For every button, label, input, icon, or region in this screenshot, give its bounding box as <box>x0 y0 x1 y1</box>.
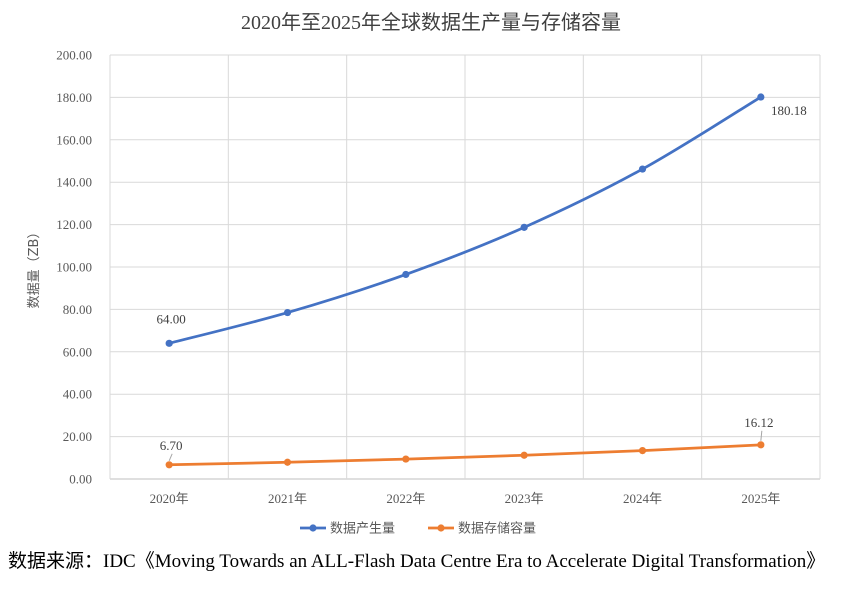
data-label: 64.00 <box>157 311 186 326</box>
source-note: 数据来源：IDC《Moving Towards an ALL-Flash Dat… <box>8 551 826 572</box>
series-1 <box>165 93 765 347</box>
data-point[interactable] <box>165 461 173 469</box>
data-point[interactable] <box>402 455 410 463</box>
y-axis-tick-labels: 0.00 20.00 40.00 60.00 80.00 100.00 120.00 140.… <box>56 48 92 487</box>
data-labels: 64.00 180.18 6.70 16.12 <box>157 103 807 461</box>
y-tick-label: 120.00 <box>56 217 92 232</box>
legend-swatch-marker <box>437 524 445 532</box>
data-point[interactable] <box>520 451 528 459</box>
legend-swatch-marker <box>309 524 317 532</box>
data-label: 16.12 <box>744 415 773 430</box>
y-tick-label: 180.00 <box>56 90 92 105</box>
legend-label: 数据产生量 <box>330 522 395 537</box>
data-point[interactable] <box>520 223 528 231</box>
y-tick-label: 140.00 <box>56 175 92 190</box>
x-tick-label: 2021年 <box>268 491 307 506</box>
x-axis-tick-labels: 2020年 2021年 2022年 2023年 2024年 2025年 <box>150 491 781 506</box>
series-line <box>167 443 763 467</box>
series-line <box>167 95 763 345</box>
data-label: 180.18 <box>771 103 807 118</box>
data-point[interactable] <box>165 339 173 347</box>
data-point[interactable] <box>757 93 765 101</box>
data-point[interactable] <box>757 441 765 449</box>
data-label: 6.70 <box>160 438 183 453</box>
legend-item-2[interactable]: 数据存储容量 <box>428 521 536 537</box>
y-tick-label: 20.00 <box>63 429 92 444</box>
y-tick-label: 80.00 <box>63 302 92 317</box>
x-tick-label: 2024年 <box>623 491 662 506</box>
data-point[interactable] <box>638 165 647 173</box>
x-tick-label: 2022年 <box>386 491 425 506</box>
series-layer <box>165 93 765 469</box>
y-tick-label: 40.00 <box>63 387 92 402</box>
y-tick-label: 100.00 <box>56 260 92 275</box>
grid <box>109 54 821 480</box>
data-point[interactable] <box>402 270 410 279</box>
series-2 <box>165 441 765 469</box>
y-tick-label: 200.00 <box>56 48 92 63</box>
legend-label: 数据存储容量 <box>458 521 536 537</box>
legend[interactable]: 数据产生量 数据存储容量 <box>300 521 536 537</box>
x-tick-label: 2025年 <box>741 491 780 506</box>
y-tick-label: 0.00 <box>69 472 92 487</box>
y-axis-title: 数据量（ZB） <box>27 226 42 309</box>
y-tick-label: 160.00 <box>56 132 92 147</box>
chart-title: 2020年至2025年全球数据生产量与存储容量 <box>241 11 621 34</box>
data-point[interactable] <box>638 446 647 455</box>
chart: 2020年至2025年全球数据生产量与存储容量 0.00 20.00 40.00 60… <box>27 11 821 537</box>
x-tick-label: 2023年 <box>505 491 544 506</box>
data-label-leader <box>168 453 173 461</box>
data-label-leader <box>760 430 763 441</box>
x-tick-label: 2020年 <box>150 491 189 506</box>
data-point[interactable] <box>283 308 292 317</box>
legend-item-1[interactable]: 数据产生量 <box>300 522 395 537</box>
y-tick-label: 60.00 <box>63 344 92 359</box>
data-point[interactable] <box>283 458 292 466</box>
